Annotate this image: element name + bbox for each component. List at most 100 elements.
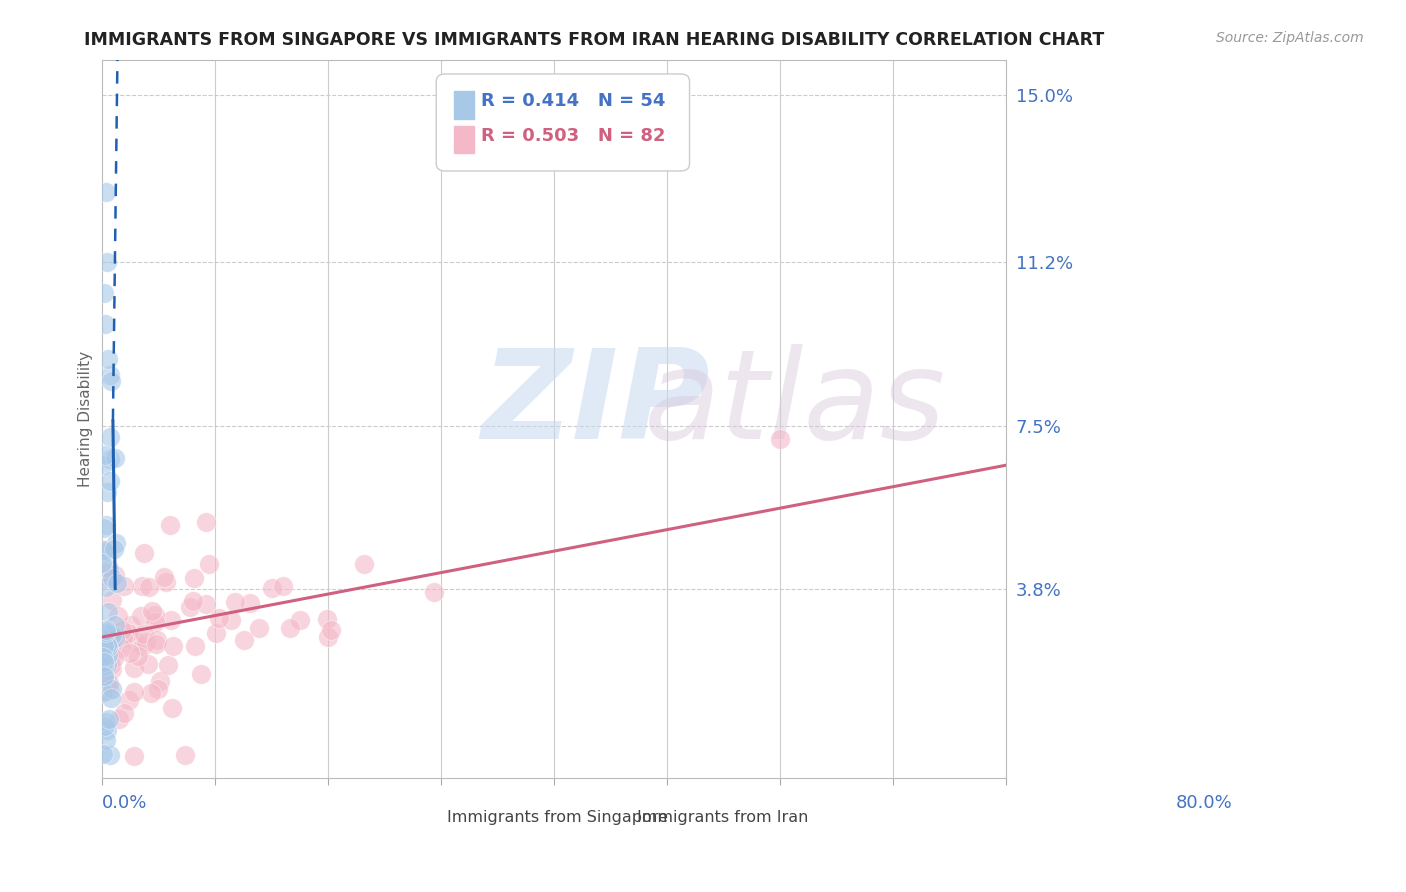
Point: [423, 584, 446, 599]
Point: [194, 516, 217, 530]
Text: Immigrants from Singapore: Immigrants from Singapore: [447, 810, 668, 825]
Point: [91, 685, 114, 699]
Point: [769, 432, 792, 446]
Point: [132, 546, 155, 560]
Point: [100, 691, 122, 706]
Point: [271, 579, 294, 593]
Point: [107, 609, 129, 624]
Point: [118, 693, 141, 707]
Point: [103, 645, 125, 659]
Point: [149, 674, 172, 689]
Point: [224, 594, 246, 608]
Point: [112, 579, 135, 593]
Point: [94, 625, 117, 640]
Point: [159, 518, 181, 533]
Point: [93, 671, 115, 685]
Point: [131, 579, 153, 593]
Point: [316, 612, 339, 626]
Point: [93, 286, 115, 301]
Point: [124, 634, 146, 648]
Point: [94, 631, 117, 645]
Point: [118, 646, 141, 660]
Point: [198, 558, 221, 572]
Point: [117, 625, 139, 640]
Point: [91, 458, 114, 473]
Point: [96, 723, 118, 738]
Point: [100, 658, 122, 673]
Point: [94, 719, 117, 733]
Point: [141, 604, 163, 618]
Point: [132, 627, 155, 641]
Point: [101, 571, 124, 585]
Point: [183, 571, 205, 585]
Point: [288, 613, 311, 627]
Point: [247, 621, 270, 635]
Point: [96, 485, 118, 500]
Point: [129, 608, 152, 623]
Point: [139, 686, 162, 700]
Text: 0.0%: 0.0%: [101, 794, 148, 812]
Y-axis label: Hearing Disability: Hearing Disability: [79, 351, 93, 487]
Point: [96, 657, 118, 672]
Point: [316, 631, 339, 645]
Point: [153, 570, 176, 584]
Point: [136, 657, 159, 672]
Point: [239, 596, 262, 610]
Point: [232, 633, 254, 648]
Point: [98, 429, 121, 443]
Point: [278, 621, 301, 635]
Point: [96, 518, 118, 533]
Point: [135, 635, 157, 649]
Point: [148, 681, 170, 696]
Point: [98, 451, 121, 466]
Point: [138, 580, 160, 594]
Point: [181, 594, 204, 608]
Point: [97, 352, 120, 367]
Point: [124, 685, 146, 699]
Point: [101, 662, 124, 676]
Point: [97, 640, 120, 655]
Text: IMMIGRANTS FROM SINGAPORE VS IMMIGRANTS FROM IRAN HEARING DISABILITY CORRELATION: IMMIGRANTS FROM SINGAPORE VS IMMIGRANTS …: [84, 31, 1105, 49]
Point: [91, 747, 114, 761]
Point: [94, 684, 117, 698]
Point: [93, 649, 115, 664]
Point: [103, 650, 125, 665]
Point: [219, 613, 242, 627]
Point: [91, 657, 114, 672]
Bar: [423, 804, 441, 832]
Point: [105, 536, 128, 550]
Text: R = 0.414   N = 54: R = 0.414 N = 54: [481, 92, 666, 111]
Point: [98, 368, 121, 382]
Point: [111, 623, 134, 637]
Point: [98, 561, 121, 575]
Point: [104, 568, 127, 582]
Point: [208, 611, 231, 625]
Point: [94, 651, 117, 665]
Point: [205, 625, 228, 640]
Point: [179, 600, 201, 615]
Point: [94, 448, 117, 462]
Point: [262, 581, 284, 595]
Text: ZIP: ZIP: [481, 344, 710, 465]
Point: [98, 683, 121, 698]
Point: [97, 648, 120, 662]
Point: [96, 714, 118, 729]
Point: [98, 474, 121, 488]
Point: [97, 605, 120, 619]
Point: [155, 575, 177, 590]
Point: [93, 542, 115, 557]
Point: [319, 623, 342, 637]
Point: [174, 747, 197, 762]
Point: [194, 597, 217, 611]
Point: [98, 712, 121, 726]
Point: [93, 655, 115, 669]
Point: [122, 661, 145, 675]
Bar: [613, 804, 631, 832]
Point: [93, 670, 115, 684]
Point: [110, 640, 132, 655]
Point: [93, 627, 115, 641]
Point: [103, 542, 125, 557]
Point: [93, 543, 115, 558]
Point: [124, 749, 146, 764]
Point: [93, 565, 115, 579]
